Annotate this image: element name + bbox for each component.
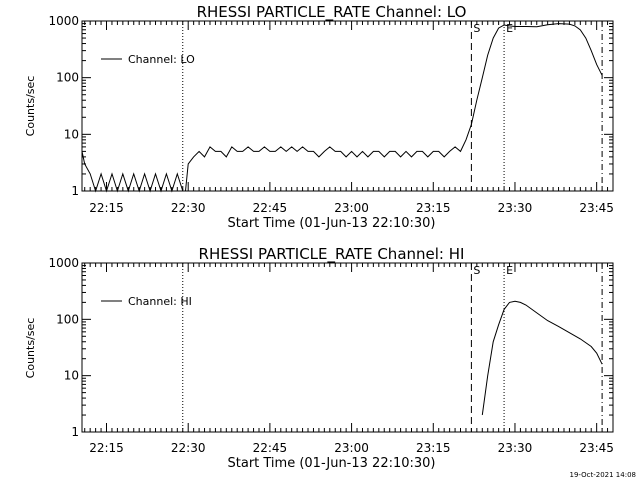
x-tick-label: 23:45 xyxy=(579,201,614,215)
panel-lo: RHESSI PARTICLE_RATE Channel: LO 1 10 100 10… xyxy=(24,3,614,231)
x-tick-label: 22:15 xyxy=(89,201,124,215)
marker-label-e: E xyxy=(506,22,513,35)
x-tick-label: 23:30 xyxy=(498,201,533,215)
x-tick-label: 23:45 xyxy=(579,441,614,455)
x-tick-label: 22:30 xyxy=(171,441,206,455)
x-tick-label: 22:45 xyxy=(253,201,288,215)
x-axis-label: Start Time (01-Jun-13 22:10:30) xyxy=(228,456,436,471)
y-tick-label: 10 xyxy=(64,369,79,383)
panel-hi: RHESSI PARTICLE_RATE Channel: HI 1 10 100 10… xyxy=(24,245,614,471)
x-tick-label: 22:45 xyxy=(253,441,288,455)
marker-label-e: E xyxy=(506,264,513,277)
y-tick-label: 100 xyxy=(56,312,79,326)
y-tick-label: 1000 xyxy=(48,14,79,28)
x-tick-label: 22:30 xyxy=(171,201,206,215)
y-axis-label: Counts/sec xyxy=(24,76,37,137)
plot-frame xyxy=(81,20,614,192)
marker-label-s: S xyxy=(473,22,480,35)
y-tick-label: 1 xyxy=(71,425,79,439)
series-line xyxy=(81,23,603,193)
y-tick-label: 1 xyxy=(71,184,79,198)
y-axis-label: Counts/sec xyxy=(24,318,37,379)
chart-title: RHESSI PARTICLE_RATE Channel: LO xyxy=(197,3,467,22)
plot-frame xyxy=(81,262,614,433)
legend-entry: Channel: LO xyxy=(128,53,195,66)
x-tick-label: 22:15 xyxy=(89,441,124,455)
series-line xyxy=(481,300,603,416)
x-axis-label: Start Time (01-Jun-13 22:10:30) xyxy=(228,216,436,231)
timestamp: 19-Oct-2021 14:08 xyxy=(570,471,636,479)
x-tick-label: 23:00 xyxy=(334,201,369,215)
y-tick-label: 10 xyxy=(64,127,79,141)
chart-title: RHESSI PARTICLE_RATE Channel: HI xyxy=(199,245,465,264)
x-tick-label: 23:15 xyxy=(416,441,451,455)
x-tick-label: 23:30 xyxy=(498,441,533,455)
y-tick-label: 1000 xyxy=(48,256,79,270)
legend-entry: Channel: HI xyxy=(128,295,192,308)
x-tick-label: 23:15 xyxy=(416,201,451,215)
marker-label-s: S xyxy=(473,264,480,277)
x-tick-label: 23:00 xyxy=(334,441,369,455)
y-tick-label: 100 xyxy=(56,71,79,85)
